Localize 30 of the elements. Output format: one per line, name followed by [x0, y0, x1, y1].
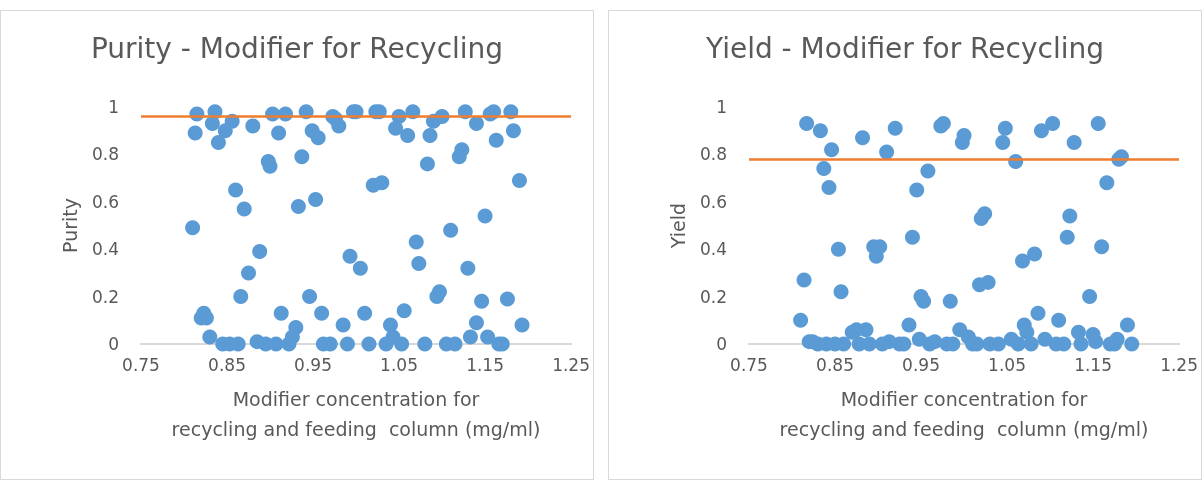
y-tick-label: 0.8 — [699, 144, 727, 165]
y-tick-label: 1 — [108, 97, 119, 117]
x-tick-label: 0.75 — [730, 354, 768, 375]
y-tick-label: 0.4 — [699, 239, 727, 260]
y-tick-label: 0.4 — [91, 239, 119, 260]
x-axis-title: Modifier concentration for recycling and feeding column (mg/ml) — [171, 388, 541, 440]
y-axis-title: Yield — [666, 202, 689, 250]
y-tick-label: 0 — [108, 334, 119, 354]
y-tick-label: 0.6 — [91, 191, 119, 212]
x-tick-label: 0.95 — [294, 354, 332, 375]
y-tick-label: 0.6 — [699, 191, 727, 212]
chart-title: Purity - Modifier for Recycling — [90, 31, 504, 65]
x-tick-label: 1.25 — [552, 354, 590, 375]
x-tick-label: 1.05 — [988, 354, 1026, 375]
x-axis-title: Modifier concentration for recycling and feeding column (mg/ml) — [779, 388, 1149, 440]
x-tick-label: 0.95 — [902, 354, 940, 375]
y-tick-label: 0.8 — [91, 144, 119, 165]
y-tick-label: 0.2 — [91, 286, 119, 307]
y-tick-label: 0.2 — [699, 286, 727, 307]
y-axis-title: Purity — [58, 198, 81, 253]
x-tick-label: 1.25 — [1160, 354, 1198, 375]
y-tick-label: 1 — [716, 97, 727, 117]
x-tick-label: 0.85 — [816, 354, 854, 375]
x-tick-label: 1.15 — [466, 354, 504, 375]
x-tick-label: 0.75 — [122, 354, 160, 375]
y-tick-label: 0 — [716, 334, 727, 354]
x-tick-label: 1.15 — [1074, 354, 1112, 375]
x-tick-label: 1.05 — [380, 354, 418, 375]
chart-title: Yield - Modifier for Recycling — [705, 31, 1104, 65]
x-tick-label: 0.85 — [208, 354, 246, 375]
